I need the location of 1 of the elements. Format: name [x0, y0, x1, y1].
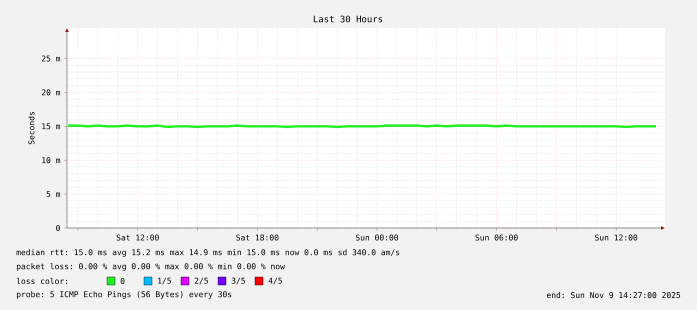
chart-title: Last 30 Hours	[314, 16, 382, 22]
